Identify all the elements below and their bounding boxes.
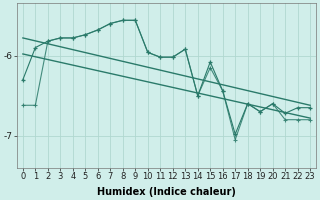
X-axis label: Humidex (Indice chaleur): Humidex (Indice chaleur) xyxy=(97,187,236,197)
